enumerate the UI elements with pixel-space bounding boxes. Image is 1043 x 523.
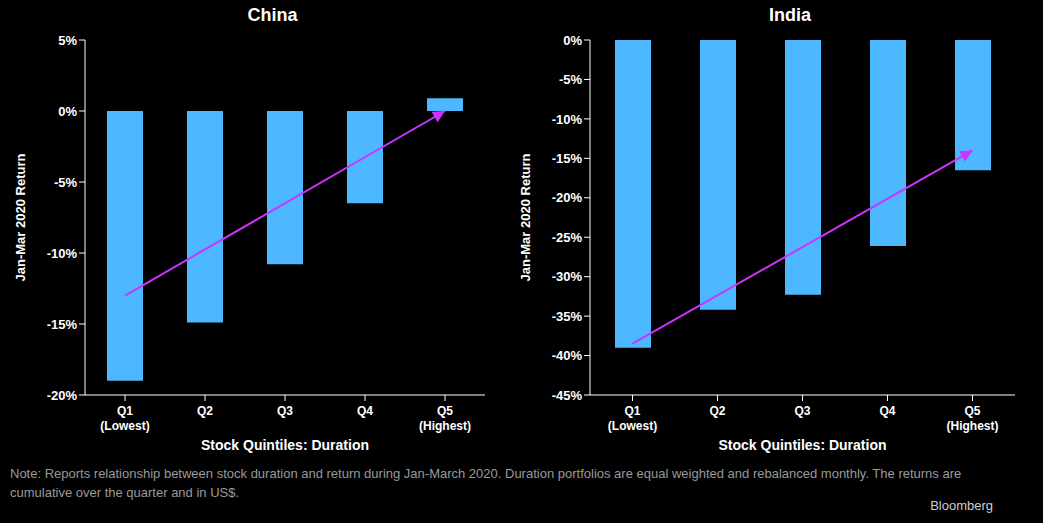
svg-text:-20%: -20%: [47, 388, 78, 403]
svg-text:0%: 0%: [58, 104, 77, 119]
svg-text:Q5(Highest): Q5(Highest): [947, 404, 999, 433]
html-text:Bloomberg: Bloomberg: [930, 498, 993, 513]
svg-text:5%: 5%: [58, 33, 77, 48]
svg-text:0%: 0%: [563, 33, 582, 48]
svg-text:Stock Quintiles: Duration: Stock Quintiles: Duration: [718, 437, 886, 453]
svg-text:-5%: -5%: [559, 72, 583, 87]
svg-text:-15%: -15%: [47, 317, 78, 332]
svg-text:Q4: Q4: [879, 404, 895, 418]
svg-text:Q2: Q2: [709, 404, 725, 418]
svg-text:Q3: Q3: [794, 404, 810, 418]
svg-text:-35%: -35%: [552, 309, 583, 324]
svg-text:Q3: Q3: [277, 404, 293, 418]
svg-text:Stock Quintiles: Duration: Stock Quintiles: Duration: [201, 437, 369, 453]
svg-text:Q5(Highest): Q5(Highest): [419, 404, 471, 433]
svg-text:-10%: -10%: [552, 112, 583, 127]
svg-text:-25%: -25%: [552, 230, 583, 245]
html-text:India: India: [769, 5, 811, 25]
svg-text:-45%: -45%: [552, 388, 583, 403]
svg-text:-15%: -15%: [552, 151, 583, 166]
html-text:Note: Reports relationship bet: Note: Reports relationship between stock…: [10, 466, 962, 500]
svg-text:-5%: -5%: [54, 175, 78, 190]
svg-text:Q2: Q2: [197, 404, 213, 418]
html-text:China: China: [247, 5, 298, 25]
svg-text:Q1(Lowest): Q1(Lowest): [100, 404, 149, 433]
svg-text:Q1(Lowest): Q1(Lowest): [608, 404, 657, 433]
svg-text:-30%: -30%: [552, 269, 583, 284]
svg-text:Jan-Mar 2020 Return: Jan-Mar 2020 Return: [13, 154, 28, 282]
svg-text:Jan-Mar 2020 Return: Jan-Mar 2020 Return: [518, 154, 533, 282]
svg-text:-20%: -20%: [552, 190, 583, 205]
svg-text:-10%: -10%: [47, 246, 78, 261]
svg-text:Q4: Q4: [357, 404, 373, 418]
svg-text:-40%: -40%: [552, 348, 583, 363]
